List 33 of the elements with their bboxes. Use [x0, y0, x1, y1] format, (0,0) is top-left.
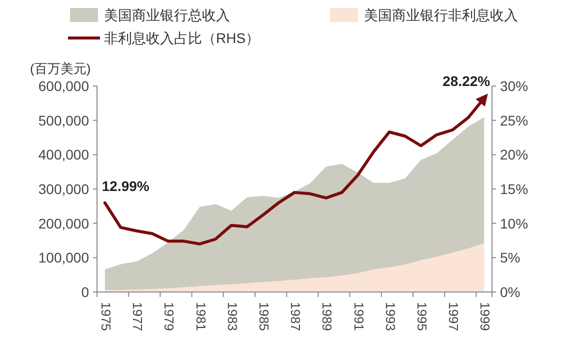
x-tick-label: 1993 [382, 302, 398, 331]
y2-tick-label: 30% [500, 78, 528, 94]
y-axis-title: (百万美元) [30, 61, 91, 76]
x-tick-label: 1989 [320, 302, 335, 331]
y-tick-label: 500,000 [38, 112, 90, 128]
x-tick-label: 1977 [130, 302, 146, 331]
y-tick-label: 600,000 [38, 78, 90, 94]
legend-label: 美国商业银行总收入 [104, 7, 230, 23]
y2-tick-label: 5% [500, 250, 520, 266]
y-tick-label: 300,000 [38, 181, 90, 197]
y-tick-label: 100,000 [38, 250, 90, 266]
legend-label: 美国商业银行非利息收入 [364, 7, 518, 23]
legend-label: 非利息收入占比（RHS） [104, 30, 260, 46]
x-tick-label: 1981 [193, 302, 208, 331]
x-tick-label: 1979 [162, 302, 177, 331]
x-tick-label: 1997 [446, 302, 462, 331]
x-tick-label: 1985 [256, 302, 272, 331]
x-tick-label: 1991 [351, 302, 366, 331]
data-label: 28.22% [442, 73, 491, 90]
x-tick-label: 1983 [224, 302, 240, 331]
y2-tick-label: 10% [500, 215, 528, 232]
y2-tick-label: 25% [500, 112, 528, 128]
x-tick-label: 1995 [414, 302, 430, 331]
y2-tick-label: 0% [500, 284, 520, 300]
x-tick-label: 1975 [98, 302, 114, 331]
data-label: 12.99% [102, 178, 150, 194]
y2-tick-label: 15% [500, 181, 528, 197]
y-tick-label: 400,000 [38, 146, 90, 163]
y2-tick-label: 20% [500, 146, 528, 163]
x-tick-label: 1987 [288, 302, 304, 331]
y-tick-label: 200,000 [38, 215, 90, 232]
x-tick-label: 1999 [478, 302, 493, 331]
y-tick-label: 0 [81, 284, 90, 300]
